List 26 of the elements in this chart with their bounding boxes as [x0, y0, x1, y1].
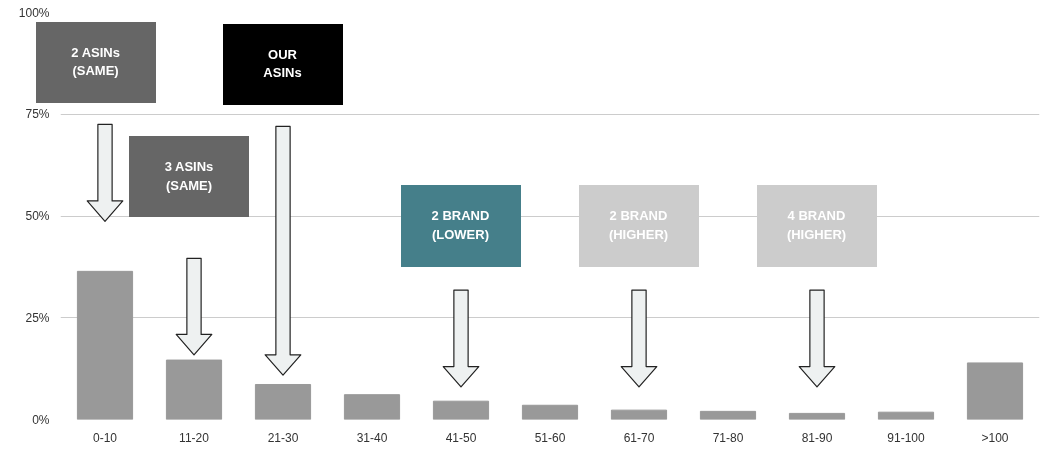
bar: [610, 409, 668, 420]
x-tick-label: >100: [981, 430, 1009, 445]
x-tick-label: 71-80: [712, 430, 744, 445]
y-tick-label: 100%: [18, 5, 50, 20]
x-tick-label: 21-30: [267, 430, 299, 445]
bar: [76, 270, 134, 420]
y-tick-label: 75%: [25, 107, 50, 122]
y-tick-label: 50%: [25, 209, 50, 223]
bar: [966, 362, 1024, 420]
x-tick-label: 51-60: [534, 430, 566, 445]
bar: [165, 359, 223, 420]
x-tick-label: 0-10: [92, 430, 118, 445]
x-tick-label: 91-100: [887, 430, 926, 445]
y-tick-label: 25%: [25, 310, 50, 325]
x-tick-label: 81-90: [801, 430, 833, 445]
x-tick-label: 61-70: [623, 430, 655, 445]
y-tick-label: 0%: [32, 412, 50, 427]
x-tick-label: 31-40: [356, 430, 388, 445]
x-tick-label: 11-20: [179, 430, 210, 445]
bar: [343, 394, 401, 420]
bar: [521, 404, 579, 420]
bar: [254, 384, 312, 420]
x-tick-label: 41-50: [445, 430, 477, 445]
bar: [788, 412, 846, 420]
bar: [432, 400, 490, 420]
bar: [699, 410, 757, 420]
